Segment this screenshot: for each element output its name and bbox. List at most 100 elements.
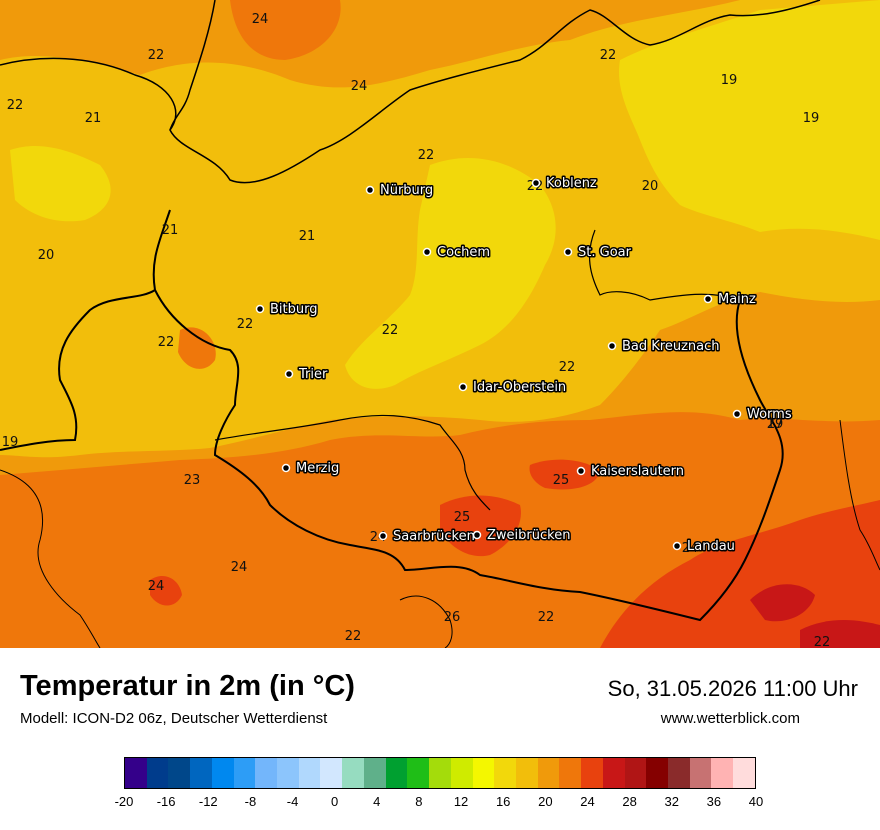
temperature-value-label: 22 xyxy=(814,635,831,648)
city-markers: Nürburg Koblenz Cochem St. Goar Mainz Bitburg… xyxy=(255,175,793,556)
city-marker xyxy=(531,178,541,188)
website-link[interactable]: www.wetterblick.com xyxy=(660,710,800,727)
legend-tick-label: 0 xyxy=(331,794,339,809)
temperature-value-label: 22 xyxy=(382,323,399,338)
legend-swatch xyxy=(146,758,169,788)
legend-tick-label: 24 xyxy=(580,794,595,809)
temperature-value-label: 24 xyxy=(231,560,248,575)
state-border xyxy=(589,229,741,301)
legend-swatch xyxy=(385,758,408,788)
temperature-zone-18-20 xyxy=(345,157,556,389)
temperature-map: 24 22 24 22 21 22 22 19 19 22 21 20 20 21 19 22 22 22 22 19… xyxy=(0,0,880,648)
temperature-value-label: 19 xyxy=(721,73,738,88)
temperature-value-label: 19 xyxy=(767,417,784,432)
legend-swatch xyxy=(494,758,516,788)
temperature-value-label: 26 xyxy=(444,610,461,625)
footer: Temperatur in 2m (in °C) Modell: ICON-D2… xyxy=(0,648,880,830)
temperature-value-label: 22 xyxy=(148,48,165,63)
city-label: St. Goar xyxy=(578,245,632,260)
city-label: Worms xyxy=(747,407,792,422)
legend-swatch xyxy=(515,758,538,788)
city-label: Idar-Oberstein xyxy=(473,380,566,395)
legend-swatch xyxy=(255,758,278,788)
map-canvas: 24 22 24 22 21 22 22 19 19 22 21 20 20 21 19 22 22 22 22 19… xyxy=(0,0,880,648)
temperature-zone-26-28 xyxy=(750,584,815,622)
temperature-zone-18-20 xyxy=(619,0,880,240)
legend-swatch xyxy=(581,758,603,788)
temperature-value-label: 20 xyxy=(642,179,659,194)
legend-swatch xyxy=(689,758,712,788)
legend-tick-label: 20 xyxy=(538,794,553,809)
temperature-value-label: 24 xyxy=(682,541,699,556)
temperature-zone-24-26 xyxy=(440,495,521,557)
state-border xyxy=(0,469,101,648)
color-scale-ticks: -20 -16 -12 -8 -4 0 4 8 12 16 20 24 28 32 36 40 xyxy=(115,794,764,814)
temperature-zone-22-24 xyxy=(230,0,341,60)
legend-tick-label: 36 xyxy=(706,794,722,809)
state-border xyxy=(214,414,491,511)
city-marker xyxy=(378,531,388,541)
temperature-value-label: 20 xyxy=(38,248,55,263)
state-border xyxy=(0,0,821,184)
legend-tick-label: 4 xyxy=(373,794,381,809)
temperature-value-label: 22 xyxy=(559,360,576,375)
city-marker xyxy=(732,409,742,419)
temperature-zone-24-26 xyxy=(600,500,880,648)
legend-swatch xyxy=(450,758,473,788)
temperature-zone-18-20 xyxy=(10,145,111,222)
city-label: Saarbrücken xyxy=(393,529,475,544)
temperature-value-label: 27 xyxy=(767,417,784,432)
legend-tick-label: 32 xyxy=(664,794,679,809)
legend-swatch xyxy=(407,758,430,788)
legend-tick-label: -12 xyxy=(198,794,218,809)
country-border xyxy=(0,209,171,451)
city-label: Landau xyxy=(687,539,735,554)
legend-swatch xyxy=(298,758,321,788)
city-marker xyxy=(607,341,617,351)
legend-swatch xyxy=(429,758,451,788)
legend-swatch xyxy=(472,758,495,788)
legend-swatch xyxy=(168,758,191,788)
city-label: Kaiserslautern xyxy=(591,464,684,479)
model-source: Modell: ICON-D2 06z, Deutscher Wetterdie… xyxy=(20,710,328,727)
city-marker xyxy=(365,185,375,195)
legend-tick-label: 40 xyxy=(748,794,764,809)
country-border xyxy=(154,289,784,622)
temperature-value-label: 22 xyxy=(538,610,555,625)
city-marker xyxy=(458,382,468,392)
temperature-value-label: 24 xyxy=(351,79,368,94)
legend-swatch xyxy=(711,758,734,788)
legend-swatch xyxy=(363,758,386,788)
legend-swatch xyxy=(537,758,560,788)
city-marker xyxy=(672,541,682,551)
city-label: Koblenz xyxy=(546,176,597,191)
legend-swatch xyxy=(211,758,234,788)
legend-tick-label: 12 xyxy=(453,794,469,809)
temperature-value-label: 21 xyxy=(162,223,179,238)
temperature-value-label: 25 xyxy=(553,473,570,488)
city-label: Bitburg xyxy=(270,302,318,317)
city-marker xyxy=(284,369,294,379)
temperature-value-label: 24 xyxy=(148,579,165,594)
temperature-value-label: 19 xyxy=(2,435,19,450)
legend-swatch xyxy=(320,758,343,788)
city-label: Nürburg xyxy=(380,183,433,198)
legend-tick-label: 28 xyxy=(622,794,637,809)
temperature-zone-26-28 xyxy=(800,620,880,648)
legend-swatch xyxy=(667,758,690,788)
city-marker xyxy=(255,304,265,314)
city-label: Merzig xyxy=(296,461,339,476)
temperature-value-label: 23 xyxy=(184,473,201,488)
legend-swatch xyxy=(624,758,647,788)
legend-swatch xyxy=(190,758,212,788)
city-marker xyxy=(703,294,713,304)
legend-tick-label: -8 xyxy=(244,794,257,809)
legend-swatch xyxy=(559,758,582,788)
legend-swatch xyxy=(342,758,364,788)
legend-tick-label: 8 xyxy=(415,794,423,809)
legend-swatch xyxy=(646,758,668,788)
temperature-value-label: 22 xyxy=(7,98,24,113)
temperature-value-label: 22 xyxy=(345,629,362,644)
state-border xyxy=(839,419,880,571)
temperature-value-label: 22 xyxy=(600,48,617,63)
